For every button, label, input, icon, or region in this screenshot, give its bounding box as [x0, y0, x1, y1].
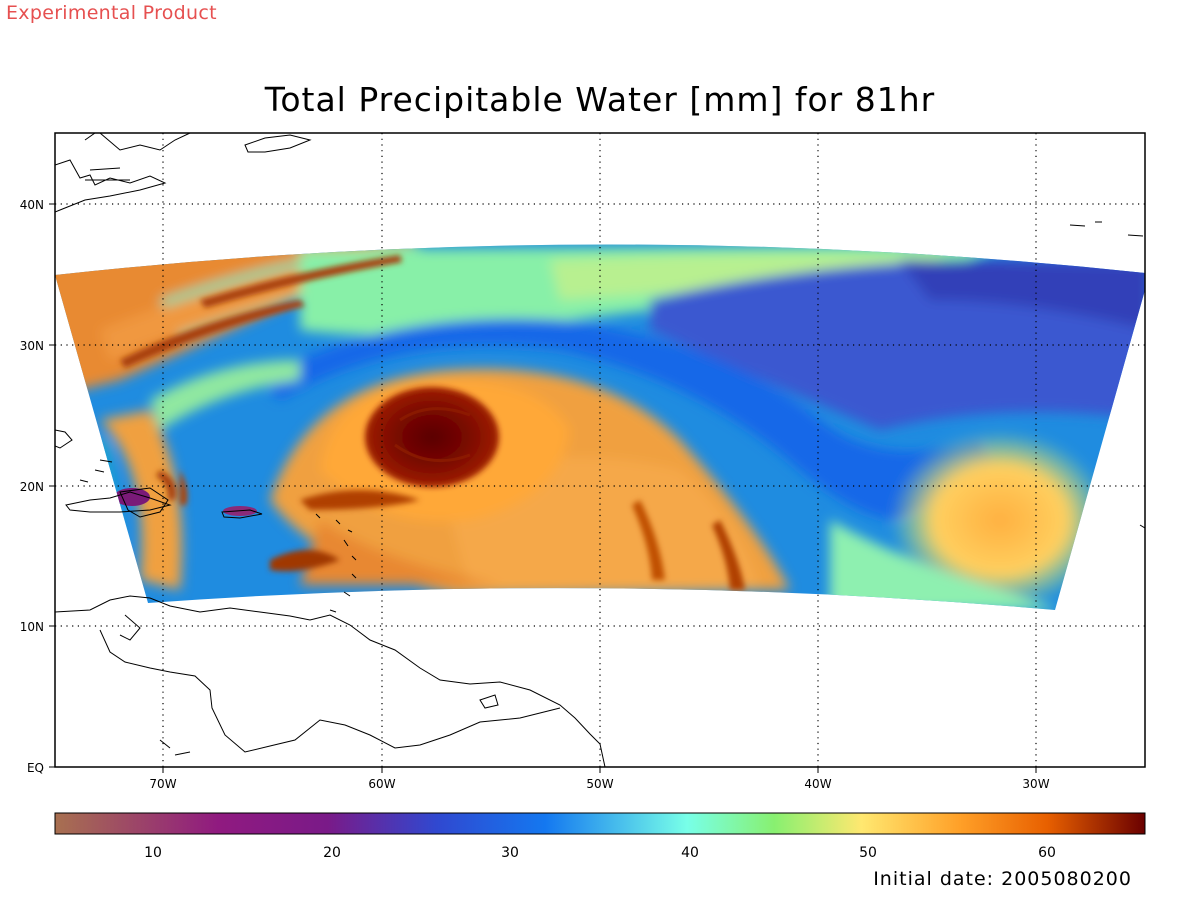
initial-date: Initial date: 2005080200	[873, 868, 1132, 890]
colorbar-label-60: 60	[1038, 845, 1056, 861]
chart-title: Total Precipitable Water [mm] for 81hr	[264, 80, 936, 119]
axis-ticks	[49, 203, 1037, 773]
colorbar-gradient	[54, 812, 1146, 835]
lon-label-70w: 70W	[149, 777, 176, 791]
lon-label-60w: 60W	[368, 777, 395, 791]
lon-label-40w: 40W	[804, 777, 831, 791]
lat-label-10n: 10N	[20, 620, 44, 634]
longitude-labels: 70W 60W 50W 40W 30W	[149, 777, 1049, 791]
product-stamp: Experimental Product	[6, 2, 217, 24]
colorbar-label-30: 30	[501, 845, 519, 861]
lat-label-eq: EQ	[27, 761, 44, 775]
lat-label-20n: 20N	[20, 480, 44, 494]
colorbar: 10 20 30 40 50 60	[54, 812, 1146, 861]
lat-label-30n: 30N	[20, 339, 44, 353]
lon-label-30w: 30W	[1022, 777, 1049, 791]
latitude-labels: EQ 10N 20N 30N 40N	[20, 198, 44, 775]
precipitable-water-field	[55, 244, 1145, 610]
lat-label-40n: 40N	[20, 198, 44, 212]
colorbar-label-50: 50	[859, 845, 877, 861]
coastlines	[55, 133, 1145, 767]
colorbar-label-40: 40	[681, 845, 699, 861]
colorbar-label-20: 20	[323, 845, 341, 861]
lon-label-50w: 50W	[586, 777, 613, 791]
colorbar-label-10: 10	[144, 845, 162, 861]
